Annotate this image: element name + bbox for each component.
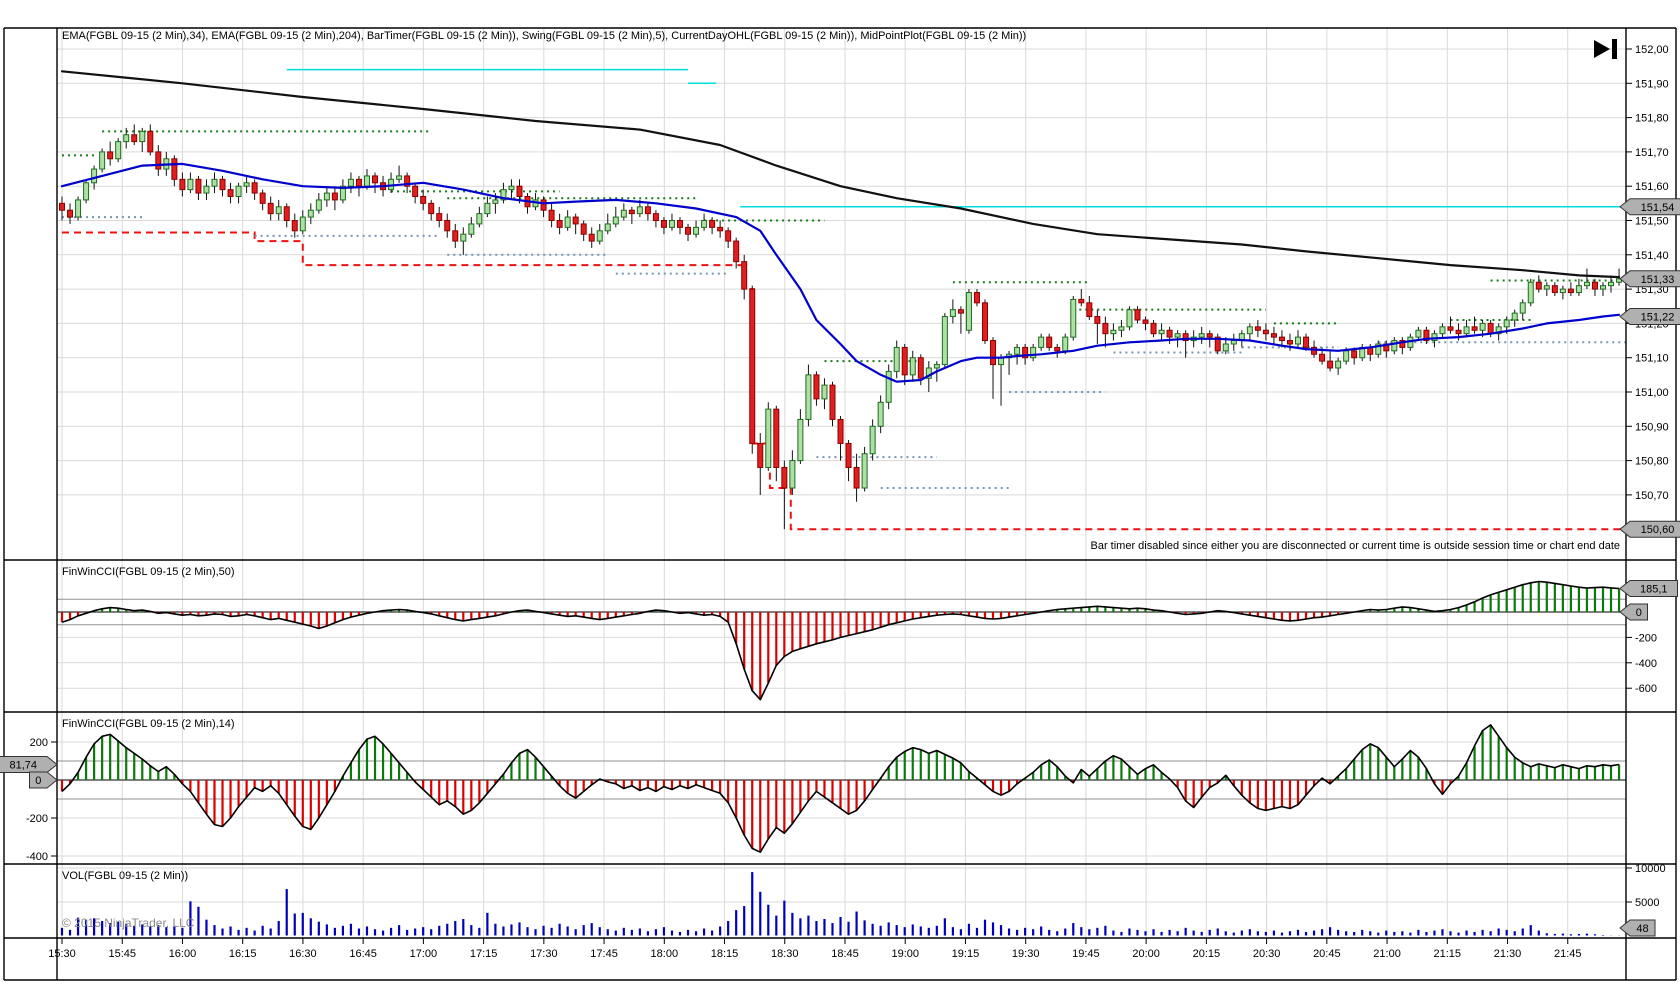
svg-text:150,60: 150,60 xyxy=(1641,524,1675,536)
svg-text:17:45: 17:45 xyxy=(590,948,618,960)
svg-text:150,80: 150,80 xyxy=(1635,456,1669,468)
cci50-plot xyxy=(57,580,1626,701)
svg-text:20:15: 20:15 xyxy=(1193,948,1221,960)
svg-text:0: 0 xyxy=(1636,607,1642,619)
svg-text:151,22: 151,22 xyxy=(1641,312,1675,324)
axis-markers: 151,54 151,33 151,22 150,60 185,1 0 81,74 0 48 xyxy=(0,198,1680,937)
svg-text:16:15: 16:15 xyxy=(229,948,257,960)
svg-text:151,50: 151,50 xyxy=(1635,216,1669,228)
volume-bars xyxy=(60,872,1621,936)
copyright-notice: © 2015 NinjaTrader, LLC xyxy=(62,916,195,930)
svg-text:151,00: 151,00 xyxy=(1635,387,1669,399)
svg-text:48: 48 xyxy=(1636,923,1648,935)
svg-text:151,90: 151,90 xyxy=(1635,78,1669,90)
svg-text:18:45: 18:45 xyxy=(831,948,859,960)
svg-text:151,33: 151,33 xyxy=(1641,274,1675,286)
svg-text:20:00: 20:00 xyxy=(1132,948,1160,960)
svg-text:150,90: 150,90 xyxy=(1635,421,1669,433)
cci14-plot xyxy=(57,724,1626,853)
ema-lines xyxy=(60,70,1621,383)
svg-text:-200: -200 xyxy=(1635,632,1657,644)
svg-text:151,40: 151,40 xyxy=(1635,250,1669,262)
svg-text:-400: -400 xyxy=(1635,658,1657,670)
svg-text:5000: 5000 xyxy=(1635,897,1659,909)
svg-text:151,54: 151,54 xyxy=(1641,202,1675,214)
svg-text:16:00: 16:00 xyxy=(169,948,197,960)
svg-text:200: 200 xyxy=(30,737,48,749)
svg-text:21:00: 21:00 xyxy=(1373,948,1401,960)
svg-text:185,1: 185,1 xyxy=(1640,583,1668,595)
svg-text:19:15: 19:15 xyxy=(952,948,980,960)
svg-text:21:30: 21:30 xyxy=(1494,948,1522,960)
svg-text:18:00: 18:00 xyxy=(651,948,679,960)
svg-text:17:00: 17:00 xyxy=(410,948,438,960)
svg-text:18:15: 18:15 xyxy=(711,948,739,960)
svg-text:21:15: 21:15 xyxy=(1434,948,1462,960)
svg-text:20:30: 20:30 xyxy=(1253,948,1281,960)
svg-text:20:45: 20:45 xyxy=(1313,948,1341,960)
svg-text:-600: -600 xyxy=(1635,683,1657,695)
axis-labels: 152,00 151,90 151,80 151,70 151,60 151,50 151,… xyxy=(26,44,1669,909)
volume-panel-label: VOL(FGBL 09-15 (2 Min)) xyxy=(62,870,189,882)
svg-text:18:30: 18:30 xyxy=(771,948,799,960)
svg-text:19:00: 19:00 xyxy=(891,948,919,960)
bar-timer-message: Bar timer disabled since either you are … xyxy=(1090,540,1621,552)
play-to-end-icon[interactable] xyxy=(1594,39,1617,59)
svg-text:15:45: 15:45 xyxy=(108,948,136,960)
svg-text:17:15: 17:15 xyxy=(470,948,498,960)
svg-text:19:30: 19:30 xyxy=(1012,948,1040,960)
svg-text:16:30: 16:30 xyxy=(289,948,317,960)
cci50-panel-label: FinWinCCI(FGBL 09-15 (2 Min),50) xyxy=(62,566,235,578)
svg-text:150,70: 150,70 xyxy=(1635,490,1669,502)
svg-text:21:45: 21:45 xyxy=(1554,948,1582,960)
svg-text:-200: -200 xyxy=(26,813,48,825)
svg-text:17:30: 17:30 xyxy=(530,948,558,960)
svg-text:81,74: 81,74 xyxy=(9,759,37,771)
svg-text:10000: 10000 xyxy=(1635,863,1666,875)
price-panel-label: EMA(FGBL 09-15 (2 Min),34), EMA(FGBL 09-… xyxy=(62,30,1027,42)
svg-text:151,80: 151,80 xyxy=(1635,113,1669,125)
chart-frame xyxy=(3,27,1677,981)
svg-text:151,70: 151,70 xyxy=(1635,147,1669,159)
svg-text:16:45: 16:45 xyxy=(349,948,377,960)
svg-text:15:30: 15:30 xyxy=(48,948,76,960)
cci14-panel-label: FinWinCCI(FGBL 09-15 (2 Min),14) xyxy=(62,718,235,730)
svg-text:-400: -400 xyxy=(26,851,48,863)
svg-text:151,60: 151,60 xyxy=(1635,181,1669,193)
svg-text:0: 0 xyxy=(35,775,41,787)
svg-text:152,00: 152,00 xyxy=(1635,44,1669,56)
svg-text:151,10: 151,10 xyxy=(1635,353,1669,365)
svg-text:19:45: 19:45 xyxy=(1072,948,1100,960)
time-axis: 15:30 15:45 16:00 16:15 16:30 16:45 17:00 17:15… xyxy=(48,938,1582,960)
